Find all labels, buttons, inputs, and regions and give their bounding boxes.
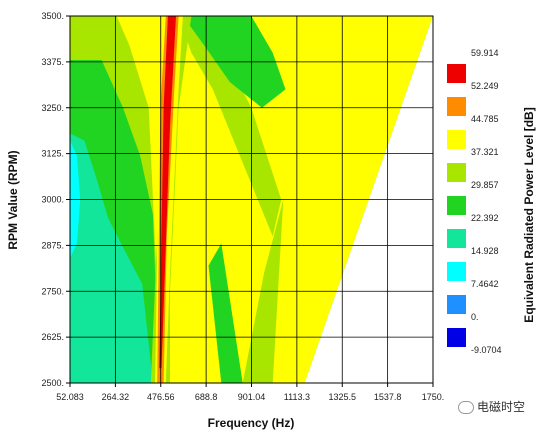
watermark-text: 电磁时空 xyxy=(477,400,526,414)
colorbar-swatch xyxy=(447,97,466,116)
x-axis-ticks: 52.083 264.32 476.56 688.8 901.04 1113.3 1325.… xyxy=(56,383,444,402)
colorbar-level-label: 0. xyxy=(471,312,479,322)
watermark: 电磁时空 xyxy=(458,398,525,415)
x-tick-label: 901.04 xyxy=(238,392,266,402)
y-tick-label: 2625. xyxy=(41,332,64,342)
wechat-icon xyxy=(458,401,474,414)
colorbar-level-label: 22.392 xyxy=(471,213,499,223)
colorbar-swatch xyxy=(447,130,466,149)
y-tick-label: 3500. xyxy=(41,11,64,21)
colorbar-level-label: 37.321 xyxy=(471,147,499,157)
y-tick-label: 3375. xyxy=(41,57,64,67)
y-tick-label: 2500. xyxy=(41,378,64,388)
x-tick-label: 688.8 xyxy=(195,392,218,402)
contour-region xyxy=(178,16,282,237)
plot-area xyxy=(70,16,433,383)
contour-region xyxy=(208,243,243,383)
colorbar-legend: 59.914 52.249 44.785 37.321 29.857 22.392 14.9… xyxy=(447,48,502,355)
colorbar-swatch xyxy=(447,163,466,182)
colorbar-level-label: 7.4642 xyxy=(471,279,499,289)
x-tick-label: 476.56 xyxy=(147,392,175,402)
x-tick-label: 1537.8 xyxy=(374,392,402,402)
colorbar-level-label: 44.785 xyxy=(471,114,499,124)
colorbar-swatch xyxy=(447,64,466,83)
colorbar-title: Equivalent Radiated Power Level [dB] xyxy=(522,107,536,322)
y-tick-label: 3125. xyxy=(41,149,64,159)
y-axis-ticks: 2500. 2625. 2750. 2875. 3000. 3125. 3250. 3375.… xyxy=(41,11,70,388)
colorbar-level-label: 29.857 xyxy=(471,180,499,190)
x-axis-title: Frequency (Hz) xyxy=(208,416,295,430)
y-tick-label: 2750. xyxy=(41,286,64,296)
x-tick-label: 52.083 xyxy=(56,392,84,402)
colorbar-level-label: -9.0704 xyxy=(471,345,502,355)
colorbar-swatch xyxy=(447,229,466,248)
x-tick-label: 1325.5 xyxy=(328,392,356,402)
y-tick-label: 3000. xyxy=(41,195,64,205)
contour-region xyxy=(70,133,153,383)
y-tick-label: 2875. xyxy=(41,240,64,250)
x-tick-label: 1113.3 xyxy=(284,392,310,402)
colorbar-level-label: 52.249 xyxy=(471,81,499,91)
colorbar-swatch xyxy=(447,196,466,215)
x-tick-label: 1750. xyxy=(422,392,445,402)
colorbar-swatch xyxy=(447,295,466,314)
y-axis-title: RPM Value (RPM) xyxy=(6,150,20,249)
grid-lines xyxy=(70,16,433,383)
y-tick-label: 3250. xyxy=(41,103,64,113)
colorbar-swatch xyxy=(447,328,466,347)
colorbar-level-label: 59.914 xyxy=(471,48,499,58)
contour-region xyxy=(159,16,176,369)
colorbar-level-label: 14.928 xyxy=(471,246,499,256)
x-tick-label: 264.32 xyxy=(102,392,130,402)
colorbar-swatch xyxy=(447,262,466,281)
